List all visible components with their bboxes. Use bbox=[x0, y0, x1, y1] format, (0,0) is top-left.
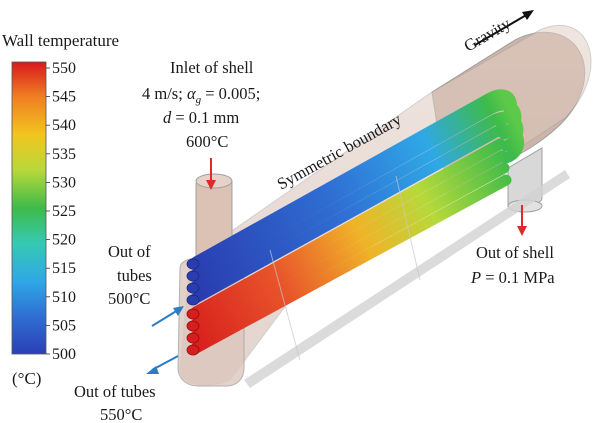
out-shell-line1: Out of shell bbox=[476, 243, 554, 262]
colorbar-tick-label: 500 bbox=[52, 346, 76, 363]
out-tubes-bottom-line1: Out of tubes bbox=[74, 382, 156, 401]
out-shell-line2: P = 0.1 MPa bbox=[470, 268, 555, 287]
colorbar-tick-label: 505 bbox=[52, 317, 76, 334]
out-tubes-top-line1: Out of bbox=[108, 242, 151, 261]
legend-title: Wall temperature bbox=[2, 31, 119, 50]
legend-unit: (°C) bbox=[12, 369, 41, 388]
out-tubes-top-line3: 500°C bbox=[108, 289, 150, 308]
colorbar-tick-label: 545 bbox=[52, 89, 76, 106]
colorbar-tick-label: 530 bbox=[52, 174, 76, 191]
colorbar-tick-label: 520 bbox=[52, 232, 76, 249]
colorbar-tick-label: 540 bbox=[52, 117, 76, 134]
inlet-conditions: 4 m/s; αg = 0.005; bbox=[142, 84, 260, 106]
colorbar-tick-label: 510 bbox=[52, 289, 76, 306]
colorbar-ticks: 550 545 540 535 530 525 520 515 510 505 500 bbox=[46, 60, 76, 363]
inlet-diameter: d = 0.1 mm bbox=[163, 108, 239, 127]
inlet-temperature: 600°C bbox=[186, 132, 228, 151]
tube-bundle bbox=[186, 89, 525, 361]
colorbar-tick-label: 525 bbox=[52, 203, 76, 220]
out-tubes-bottom-arrow bbox=[146, 355, 179, 374]
colorbar-tick-label: 535 bbox=[52, 146, 76, 163]
colorbar-tick-label: 515 bbox=[52, 260, 76, 277]
gravity-arrow bbox=[474, 10, 534, 46]
inlet-title: Inlet of shell bbox=[170, 58, 254, 77]
out-shell-arrow bbox=[517, 205, 527, 236]
colorbar-tick-label: 550 bbox=[52, 60, 76, 77]
out-tubes-top-arrow bbox=[151, 306, 184, 327]
inlet-arrow bbox=[206, 158, 216, 190]
out-tubes-bottom-line2: 550°C bbox=[100, 405, 142, 423]
colorbar bbox=[11, 61, 47, 355]
out-tubes-top-line2: tubes bbox=[117, 266, 152, 285]
